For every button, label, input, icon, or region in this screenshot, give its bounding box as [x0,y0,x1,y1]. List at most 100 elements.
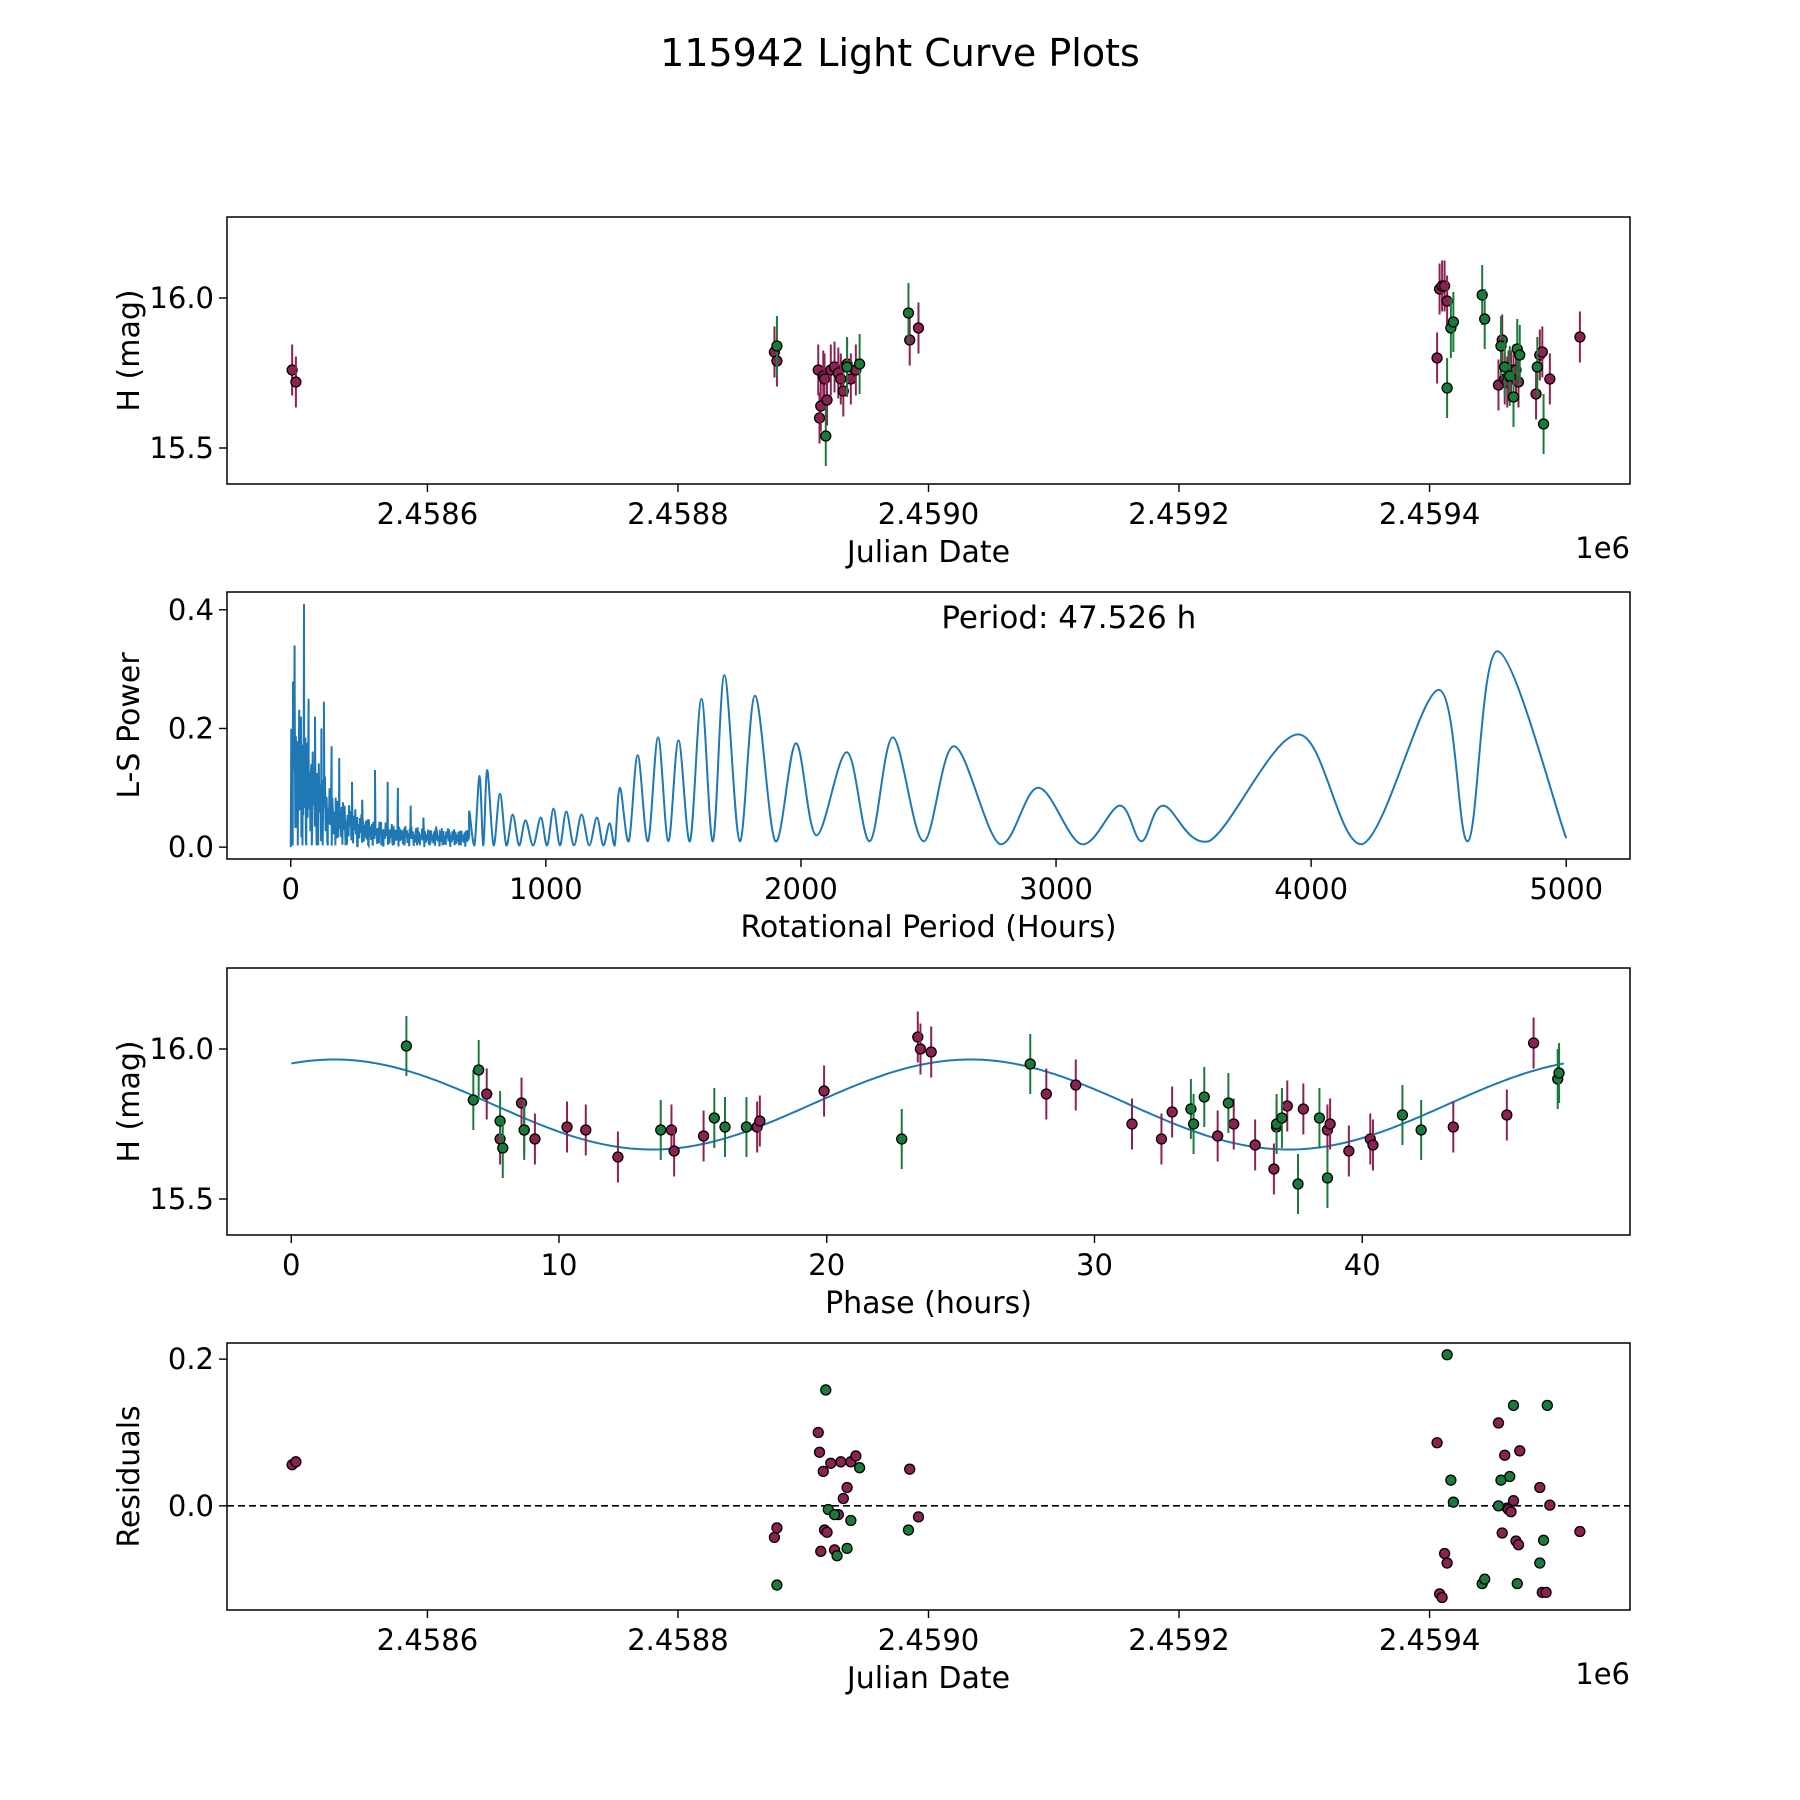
phase-point-filter-magenta [561,1121,573,1133]
phase-point-filter-magenta [668,1145,680,1157]
phase-frame [226,967,1631,1236]
residuals-point-filter-green [828,1508,841,1521]
phase-point-filter-magenta [1447,1121,1459,1133]
phase-x-tick-label: 30 [1076,1248,1113,1282]
lightcurve-point-filter-green [771,340,783,352]
phase-x-tick-label: 20 [808,1248,845,1282]
lightcurve-y-tick-label: 16.0 [149,281,214,315]
residuals-point-filter-magenta [1574,1525,1586,1538]
phase-point-filter-magenta [1527,1037,1540,1049]
phase-point-filter-magenta [1126,1118,1138,1130]
residuals-point-filter-green [1541,1399,1553,1411]
periodogram-period-annotation: Period: 47.526 h [941,600,1196,636]
residuals-point-filter-magenta [912,1511,925,1523]
residuals-point-filter-green [1511,1577,1523,1590]
lightcurve-point-filter-green [820,430,832,442]
residuals-y-tick-label: 0.0 [168,1489,214,1523]
phase-point-filter-green [1313,1112,1326,1124]
residuals-point-filter-magenta [1431,1437,1443,1449]
phase-point-filter-magenta [1166,1106,1178,1118]
residuals-point-filter-magenta [1492,1417,1505,1429]
phase-point-filter-magenta [1324,1118,1336,1130]
phase-point-filter-green [467,1094,479,1106]
lightcurve-point-filter-magenta [1544,373,1556,385]
phase-point-filter-green [473,1064,485,1076]
phase-point-filter-green [708,1112,720,1124]
lightcurve-y-axis-label: H (mag) [112,289,147,411]
lightcurve-point-filter-magenta [1530,388,1542,400]
residuals-point-filter-magenta [1505,1506,1517,1518]
residuals-point-filter-magenta [1436,1591,1448,1604]
lightcurve-point-filter-magenta [821,394,833,406]
residuals-point-filter-magenta [850,1450,862,1462]
phase-point-filter-magenta [1155,1133,1168,1145]
residuals-point-filter-magenta [904,1463,916,1475]
phase-point-filter-green [896,1133,908,1145]
residuals-point-filter-magenta [768,1531,781,1544]
phase-point-filter-green [400,1040,413,1052]
residuals-point-filter-magenta [815,1545,827,1557]
residuals-point-filter-green [1441,1349,1453,1361]
phase-point-filter-magenta [481,1088,493,1100]
lightcurve-point-filter-magenta [1431,352,1443,364]
residuals-x-tick-label: 2.4588 [627,1623,728,1657]
phase-point-filter-green [1187,1118,1200,1130]
lightcurve-point-filter-magenta [290,376,302,388]
residuals-plot-area [227,1349,1630,1604]
residuals-point-filter-magenta [821,1526,833,1538]
phase-point-filter-magenta [1367,1139,1379,1151]
periodogram-x-tick-label: 2000 [764,872,838,906]
periodogram-x-tick-label: 5000 [1529,872,1603,906]
residuals-point-filter-green [841,1542,853,1555]
lightcurve-point-filter-magenta [1536,346,1548,358]
phase-model-curve [291,1058,1564,1151]
residuals-offset-label: 1e6 [1575,1657,1630,1691]
periodogram-x-tick-label: 0 [282,872,300,906]
residuals-point-filter-magenta [1438,1547,1451,1560]
phase-point-filter-green [719,1121,731,1133]
lightcurve-y-tick-label: 15.5 [149,431,214,465]
residuals-point-filter-green [1445,1474,1457,1486]
residuals-point-filter-magenta [825,1457,837,1469]
residuals-point-filter-green [902,1524,915,1536]
residuals-point-filter-magenta [1544,1499,1556,1511]
residuals-point-filter-magenta [1441,1557,1453,1569]
lightcurve-point-filter-green [1531,361,1543,373]
phase-point-filter-magenta [1040,1088,1052,1100]
panels: 2.4586 2.4588 2.4590 2.4592 2.4594 15.5 16.0 Ju… [112,216,1631,1696]
periodogram-y-axis-label: L-S Power [112,652,147,799]
residuals-x-tick-label: 2.4586 [377,1623,478,1657]
phase-point-filter-magenta [1343,1145,1355,1157]
periodogram-y-tick-label: 0.4 [168,593,214,627]
phase-x-axis-label: Phase (hours) [825,1286,1032,1321]
phase-point-filter-green [1415,1124,1427,1136]
residuals-point-filter-magenta [290,1456,302,1468]
residuals-point-filter-magenta [1534,1481,1546,1494]
lightcurve-point-filter-magenta [286,364,298,376]
residuals-point-filter-green [845,1514,857,1527]
residuals-point-filter-green [831,1550,843,1562]
phase-point-filter-green [1321,1172,1334,1184]
lightcurve-point-filter-green [1514,349,1526,361]
lightcurve-point-filter-magenta [904,334,916,346]
lightcurve-point-filter-green [841,361,853,373]
residuals-point-filter-green [1504,1470,1516,1483]
residuals-point-filter-magenta [837,1492,849,1505]
phase-point-filter-green [1198,1091,1210,1103]
residuals-point-filter-green [820,1384,832,1396]
lightcurve-point-filter-magenta [813,412,826,424]
lightcurve-plot-area [286,260,1586,466]
phase-x-tick-label: 40 [1344,1248,1381,1282]
lightcurve-point-filter-green [1441,382,1453,394]
residuals-y-tick-label: 0.2 [168,1342,214,1376]
phase-y-tick-label: 15.5 [149,1182,214,1216]
phase-point-filter-green [1292,1178,1304,1190]
lightcurve-point-filter-green [1447,316,1460,328]
residuals-point-filter-magenta [817,1465,829,1478]
lightcurve-point-filter-green [1499,361,1511,373]
residuals-x-tick-label: 2.4594 [1379,1623,1480,1657]
lightcurve-point-filter-magenta [837,385,849,397]
phase-point-filter-magenta [1501,1109,1513,1121]
periodogram-panel: 0 1000 2000 3000 4000 5000 0.0 0.2 0.4 Rotational… [112,591,1631,945]
